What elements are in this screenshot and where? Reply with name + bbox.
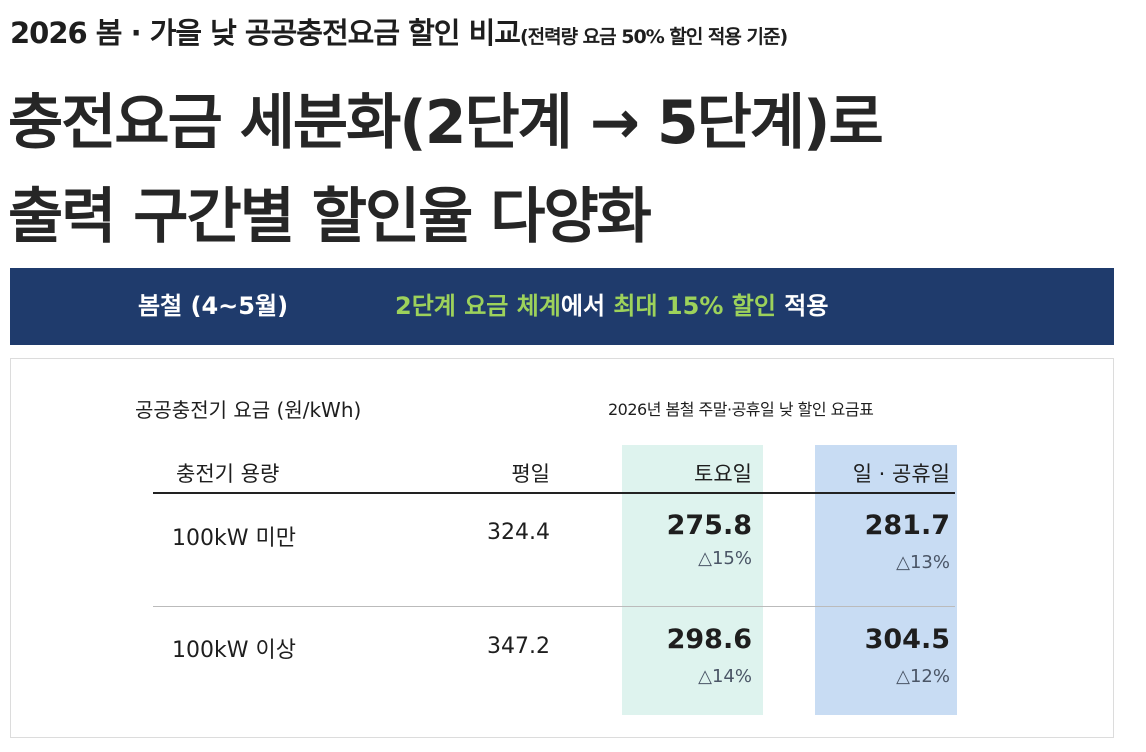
title-main: 2026 봄 · 가을 낮 공공충전요금 할인 비교 [10, 16, 521, 50]
capacity: 100kW 이상 [172, 638, 296, 663]
weekday-price: 324.4 [487, 520, 550, 545]
headline: 충전요금 세분화(2단계 → 5단계)로 [8, 88, 884, 158]
table-note: 2026년 봄철 주말·공휴일 낮 할인 요금표 [608, 400, 874, 419]
holiday-price: 281.7 [864, 510, 950, 541]
column-header: 평일 [511, 462, 550, 486]
title-subtitle: (전력량 요금 50% 할인 적용 기준) [519, 26, 788, 48]
banner-message: 2단계 요금 체계에서 최대 15% 할인 적용 [395, 268, 828, 345]
table-caption: 공공충전기 요금 (원/kWh) [135, 398, 362, 422]
highlight: 2단계 요금 체계 [395, 292, 561, 320]
header-rule [153, 492, 955, 494]
capacity: 100kW 미만 [172, 526, 296, 551]
weekday-price: 347.2 [487, 634, 550, 659]
saturday-price: 298.6 [666, 624, 752, 655]
text: 적용 [784, 292, 829, 320]
column-highlight [815, 445, 957, 715]
discount: △12% [896, 666, 950, 687]
row-rule [153, 606, 955, 607]
column-header: 일 · 공휴일 [852, 462, 950, 486]
discount: △13% [896, 552, 950, 573]
highlight: 최대 15% 할인 [613, 292, 776, 320]
discount: △14% [698, 666, 752, 687]
discount: △15% [698, 548, 752, 569]
text: 에서 [560, 292, 606, 320]
holiday-price: 304.5 [864, 624, 950, 655]
headline: 출력 구간별 할인율 다양화 [8, 182, 652, 252]
column-header: 토요일 [694, 462, 752, 486]
saturday-price: 275.8 [666, 510, 752, 541]
title: 2026 봄 · 가을 낮 공공충전요금 할인 비교(전력량 요금 50% 할인… [10, 10, 788, 52]
column-header: 충전기 용량 [176, 462, 280, 486]
banner: 봄철 (4~5월) 2단계 요금 체계에서 최대 15% 할인 적용 [10, 268, 1114, 345]
banner-season: 봄철 (4~5월) [138, 292, 289, 320]
table-panel [10, 358, 1114, 738]
column-highlight [622, 445, 763, 715]
